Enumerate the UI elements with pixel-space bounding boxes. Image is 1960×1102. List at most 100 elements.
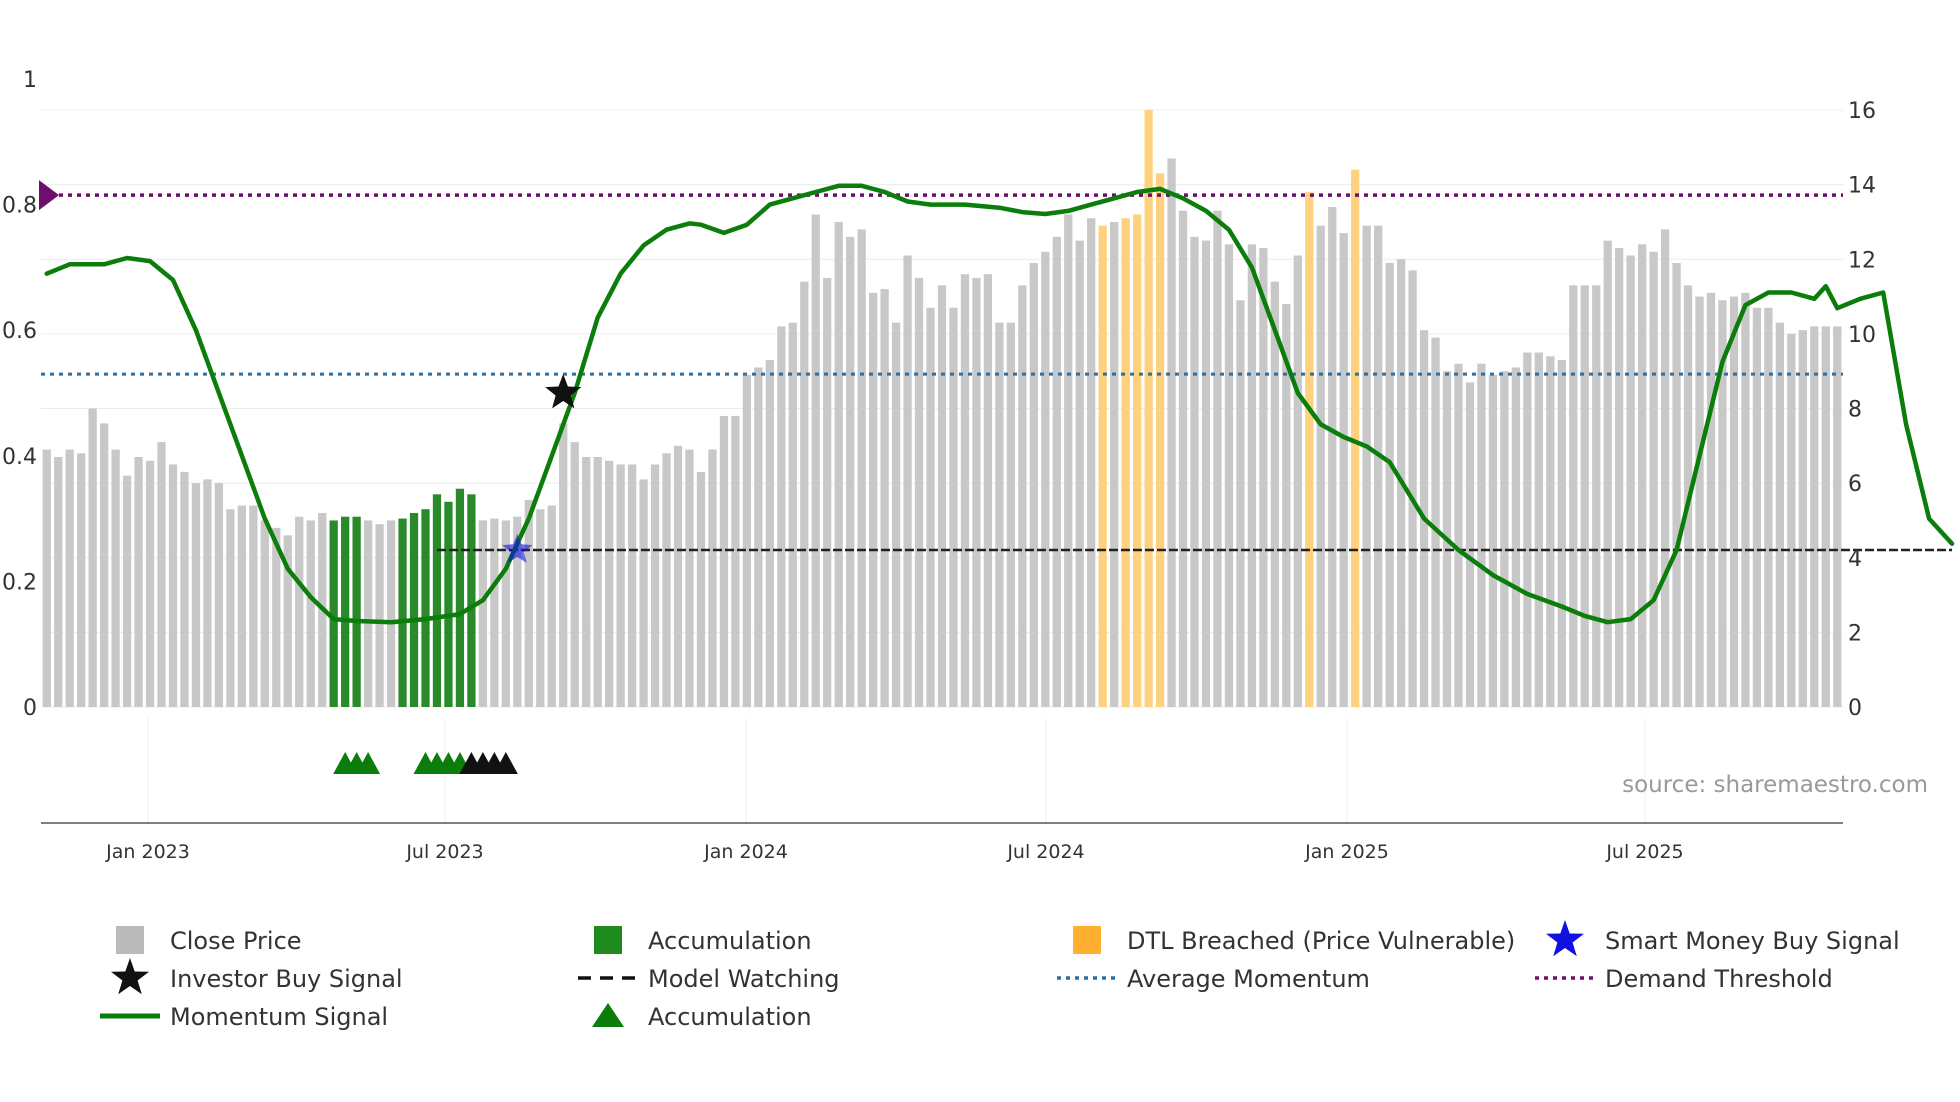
right-axis-tick-label: 4 <box>1848 547 1862 572</box>
close-price-bar <box>157 442 166 707</box>
close-price-bar <box>295 516 304 707</box>
close-price-bar <box>1178 210 1188 708</box>
close-price-bar <box>375 524 384 707</box>
close-price-bar <box>100 423 109 707</box>
legend-label: Average Momentum <box>1127 965 1370 993</box>
close-price-bar <box>1064 214 1073 708</box>
close-price-bar <box>1465 382 1475 707</box>
close-price-bar <box>249 505 258 707</box>
close-price-bar <box>570 442 579 707</box>
accumulation-bar <box>398 518 407 707</box>
close-price-bar <box>1672 262 1681 707</box>
close-price-bar <box>880 289 889 707</box>
right-axis-tick-label: 14 <box>1848 174 1876 199</box>
close-price-bar <box>513 516 522 707</box>
dtl-breached-bar <box>1351 169 1360 707</box>
close-price-bar <box>501 520 510 707</box>
legend-star-icon <box>111 958 149 995</box>
accumulation-bar <box>444 501 453 707</box>
momentum-signal-line <box>44 183 1955 625</box>
legend-triangle-icon <box>592 1003 624 1027</box>
close-price-bar <box>1523 352 1532 707</box>
close-price-bar <box>180 471 189 707</box>
source-label: source: sharemaestro.com <box>1622 772 1928 798</box>
close-price-bar <box>708 449 717 707</box>
close-price-bar <box>788 322 797 707</box>
close-price-bar <box>914 277 924 707</box>
dtl-breached-bar <box>1132 214 1142 708</box>
x-axis-tick-label: Jul 2025 <box>1605 841 1683 863</box>
accumulation-triangle-icon <box>356 752 381 774</box>
x-axis-tick-label: Jul 2023 <box>405 841 483 863</box>
close-price-bar <box>1029 262 1038 707</box>
legend-label: Model Watching <box>648 965 840 993</box>
close-price-bar <box>662 453 671 707</box>
close-price-bar <box>891 322 901 707</box>
demand-threshold-marker <box>39 180 59 211</box>
close-price-bar <box>524 499 533 707</box>
close-price-bar <box>1190 236 1199 708</box>
right-axis-tick-label: 10 <box>1848 323 1876 348</box>
close-price-bar <box>122 475 132 707</box>
close-price-bar <box>1087 218 1096 707</box>
close-price-bar <box>1741 292 1750 707</box>
accumulation-bar <box>455 488 465 707</box>
close-price-bar <box>811 214 820 708</box>
close-price-bar <box>1431 337 1440 707</box>
close-price-bar <box>226 509 235 707</box>
close-price-bar <box>846 236 855 708</box>
close-price-bar <box>1638 244 1647 707</box>
accumulation-triangle-icon <box>493 752 518 774</box>
close-price-bar <box>1729 296 1739 707</box>
close-price-bar <box>1075 240 1084 707</box>
right-axis-tick-label: 6 <box>1848 472 1862 497</box>
close-price-bar <box>869 292 878 707</box>
close-price-bar <box>742 374 752 707</box>
close-price-bar <box>386 520 396 707</box>
close-price-bar <box>1224 244 1234 707</box>
close-price-bar <box>1293 255 1302 707</box>
close-price-bar <box>1236 300 1245 707</box>
close-price-bar <box>1649 251 1658 708</box>
legend-label: Accumulation <box>648 927 812 955</box>
close-price-bar <box>1660 229 1670 707</box>
close-price-bar <box>1018 285 1027 707</box>
close-price-bar <box>54 457 63 707</box>
left-axis-tick-label: 0 <box>23 696 37 721</box>
close-price-bar <box>203 479 212 707</box>
close-price-bar <box>490 518 499 707</box>
close-price-bar <box>168 464 178 707</box>
close-price-bar <box>673 445 683 707</box>
close-price-bar <box>1488 374 1498 707</box>
legend-star-icon <box>1546 920 1584 957</box>
dtl-breached-bar <box>1305 192 1314 708</box>
legend-label: Accumulation <box>648 1003 812 1031</box>
accumulation-bar <box>409 512 419 707</box>
legend-label: Investor Buy Signal <box>170 965 403 993</box>
close-price-bar <box>639 479 648 707</box>
close-price-bar <box>1385 262 1394 707</box>
close-price-bar <box>1052 236 1061 708</box>
close-price-bar <box>306 520 315 707</box>
x-axis-tick-label: Jul 2024 <box>1006 841 1084 863</box>
close-price-bar <box>800 281 809 707</box>
close-price-bar <box>1603 240 1612 707</box>
close-price-bar <box>1821 326 1830 707</box>
close-price-bar <box>1374 225 1383 708</box>
close-price-bar <box>1511 367 1521 707</box>
close-price-bar <box>1006 322 1015 707</box>
close-price-bar <box>1718 300 1727 707</box>
legend-swatch-square <box>1073 926 1101 954</box>
left-axis-tick-label: 0.6 <box>2 319 37 344</box>
legend-label: Close Price <box>170 927 302 955</box>
close-price-bar <box>593 457 602 707</box>
accumulation-bar <box>432 494 442 707</box>
right-axis-tick-label: 16 <box>1848 99 1876 124</box>
close-price-bar <box>765 359 774 707</box>
left-axis-tick-label: 0.2 <box>2 570 37 595</box>
close-price-bar <box>1110 221 1119 707</box>
close-price-bar <box>995 322 1004 707</box>
close-price-bar <box>1316 225 1325 708</box>
close-price-bar <box>823 277 832 707</box>
